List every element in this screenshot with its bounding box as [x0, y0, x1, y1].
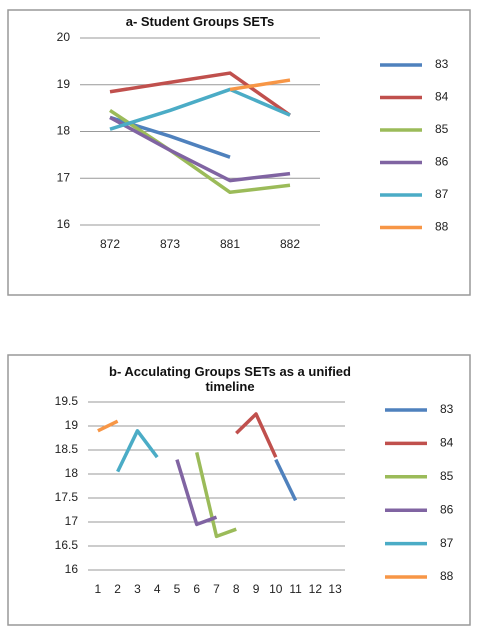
y-tick-label: 18.5 — [55, 442, 79, 456]
legend-label: 87 — [435, 187, 449, 201]
legend-label: 86 — [435, 155, 449, 169]
y-tick-label: 19 — [65, 418, 79, 432]
y-tick-label: 16.5 — [55, 538, 79, 552]
series-line — [116, 429, 159, 473]
x-tick-label: 4 — [154, 582, 161, 596]
legend-label: 87 — [440, 536, 454, 550]
x-tick-label: 3 — [134, 582, 141, 596]
y-tick-label: 16 — [65, 562, 79, 576]
legend-label: 85 — [435, 122, 449, 136]
series-line — [235, 412, 278, 458]
chart-title: a- Student Groups SETs — [125, 14, 275, 29]
legend-label: 83 — [435, 57, 449, 71]
legend-label: 85 — [440, 469, 454, 483]
series-line — [195, 451, 237, 539]
x-tick-label: 9 — [253, 582, 260, 596]
legend-label: 86 — [440, 502, 454, 516]
series-line — [175, 459, 218, 527]
y-tick-label: 18 — [57, 124, 71, 138]
x-tick-label: 10 — [269, 582, 283, 596]
x-tick-label: 13 — [328, 582, 342, 596]
x-tick-label: 873 — [160, 237, 180, 251]
y-tick-label: 16 — [57, 217, 71, 231]
y-tick-label: 17.5 — [55, 490, 79, 504]
legend-label: 83 — [440, 402, 454, 416]
series-line — [97, 419, 119, 433]
series-line — [109, 87, 291, 131]
y-tick-label: 18 — [65, 466, 79, 480]
series-line — [229, 78, 291, 92]
y-tick-label: 17 — [65, 514, 79, 528]
chart-frame — [7, 9, 471, 296]
y-tick-label: 19.5 — [55, 394, 79, 408]
chart-frame — [7, 354, 471, 626]
series-line — [109, 115, 291, 183]
x-tick-label: 5 — [174, 582, 181, 596]
legend-label: 84 — [435, 90, 449, 104]
legend-label: 88 — [435, 220, 449, 234]
legend-label: 84 — [440, 436, 454, 450]
x-tick-label: 882 — [280, 237, 300, 251]
y-tick-label: 20 — [57, 30, 71, 44]
y-tick-label: 17 — [57, 170, 71, 184]
x-tick-label: 8 — [233, 582, 240, 596]
chart-title: b- Acculating Groups SETs as a unified t… — [109, 364, 351, 394]
x-tick-label: 881 — [220, 237, 240, 251]
series-line — [274, 458, 298, 502]
legend-label: 88 — [440, 569, 454, 583]
x-tick-label: 11 — [289, 582, 302, 596]
x-tick-label: 12 — [309, 582, 323, 596]
y-tick-label: 19 — [57, 77, 71, 91]
series-line — [109, 109, 291, 195]
x-tick-label: 872 — [100, 237, 120, 251]
x-tick-label: 1 — [95, 582, 102, 596]
series-line — [109, 71, 292, 117]
x-tick-label: 6 — [193, 582, 200, 596]
x-tick-label: 2 — [114, 582, 121, 596]
x-tick-label: 7 — [213, 582, 220, 596]
